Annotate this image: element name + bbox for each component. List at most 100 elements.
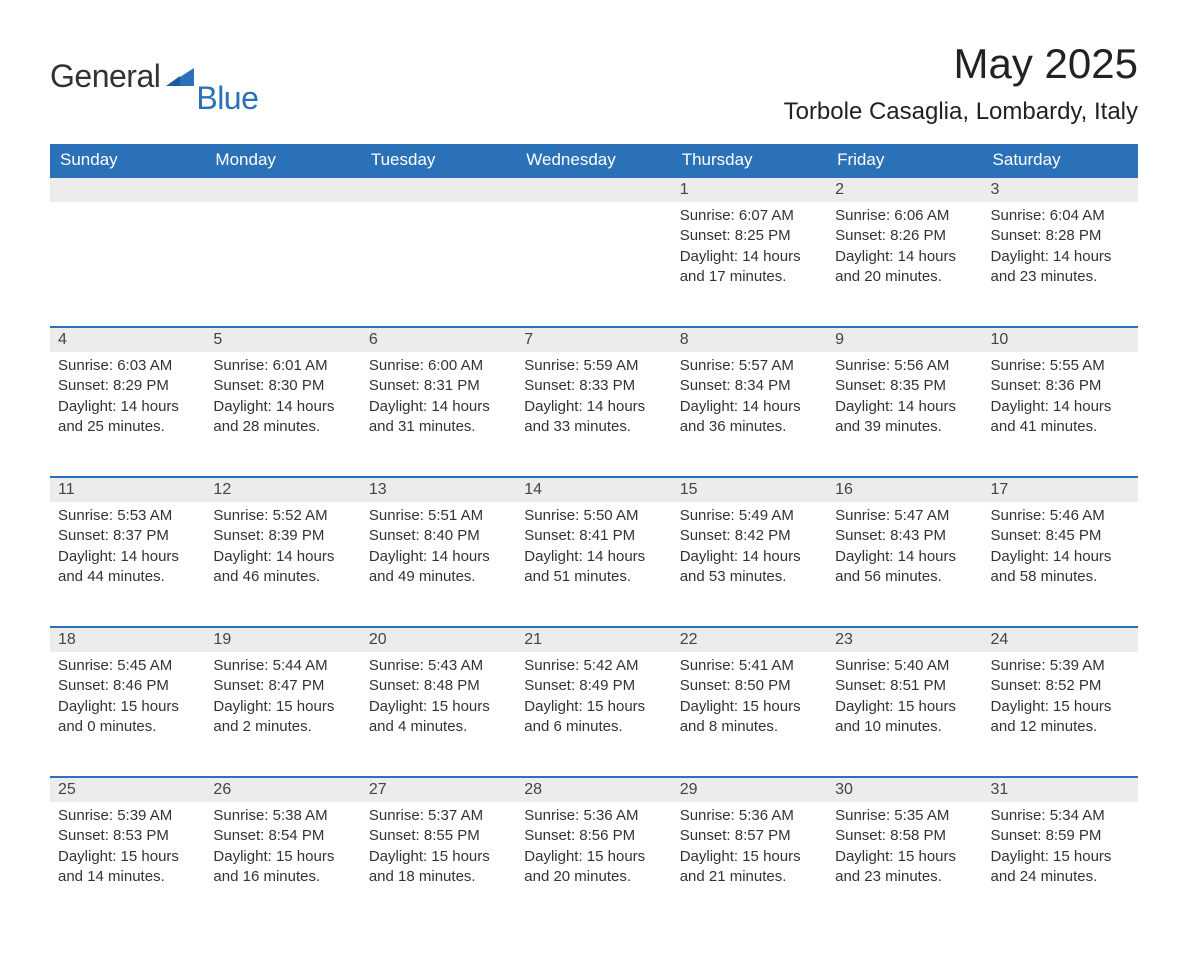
sunset-text: Sunset: 8:34 PM [680,376,819,396]
day-number: 20 [361,626,516,652]
day-number: 26 [205,776,360,802]
sunrise-text: Sunrise: 5:55 AM [991,356,1130,376]
day-details: Sunrise: 6:01 AMSunset: 8:30 PMDaylight:… [205,352,360,441]
day-details: Sunrise: 5:53 AMSunset: 8:37 PMDaylight:… [50,502,205,591]
day-cell: 11Sunrise: 5:53 AMSunset: 8:37 PMDayligh… [50,476,205,626]
day-number-bar [361,176,516,202]
day-cell [50,176,205,326]
day-cell: 16Sunrise: 5:47 AMSunset: 8:43 PMDayligh… [827,476,982,626]
daylight-text: Daylight: 14 hours and 46 minutes. [213,547,352,588]
day-cell: 3Sunrise: 6:04 AMSunset: 8:28 PMDaylight… [983,176,1138,326]
day-details: Sunrise: 6:06 AMSunset: 8:26 PMDaylight:… [827,202,982,291]
day-details: Sunrise: 5:47 AMSunset: 8:43 PMDaylight:… [827,502,982,591]
sunrise-text: Sunrise: 5:49 AM [680,506,819,526]
daylight-text: Daylight: 14 hours and 23 minutes. [991,247,1130,288]
day-number: 7 [516,326,671,352]
logo-text-blue: Blue [196,80,258,117]
sunrise-text: Sunrise: 5:46 AM [991,506,1130,526]
sunset-text: Sunset: 8:28 PM [991,226,1130,246]
daylight-text: Daylight: 15 hours and 8 minutes. [680,697,819,738]
sunset-text: Sunset: 8:45 PM [991,526,1130,546]
daylight-text: Daylight: 14 hours and 36 minutes. [680,397,819,438]
day-number: 3 [983,176,1138,202]
day-details: Sunrise: 5:36 AMSunset: 8:56 PMDaylight:… [516,802,671,891]
daylight-text: Daylight: 15 hours and 23 minutes. [835,847,974,888]
daylight-text: Daylight: 14 hours and 33 minutes. [524,397,663,438]
day-details: Sunrise: 5:51 AMSunset: 8:40 PMDaylight:… [361,502,516,591]
day-details: Sunrise: 5:41 AMSunset: 8:50 PMDaylight:… [672,652,827,741]
day-cell: 15Sunrise: 5:49 AMSunset: 8:42 PMDayligh… [672,476,827,626]
day-details: Sunrise: 5:38 AMSunset: 8:54 PMDaylight:… [205,802,360,891]
day-cell: 5Sunrise: 6:01 AMSunset: 8:30 PMDaylight… [205,326,360,476]
day-cell: 2Sunrise: 6:06 AMSunset: 8:26 PMDaylight… [827,176,982,326]
week-row: 25Sunrise: 5:39 AMSunset: 8:53 PMDayligh… [50,776,1138,926]
day-number: 16 [827,476,982,502]
sunset-text: Sunset: 8:33 PM [524,376,663,396]
day-cell: 21Sunrise: 5:42 AMSunset: 8:49 PMDayligh… [516,626,671,776]
daylight-text: Daylight: 15 hours and 16 minutes. [213,847,352,888]
day-number: 1 [672,176,827,202]
day-cell: 20Sunrise: 5:43 AMSunset: 8:48 PMDayligh… [361,626,516,776]
day-number: 8 [672,326,827,352]
day-cell: 28Sunrise: 5:36 AMSunset: 8:56 PMDayligh… [516,776,671,926]
day-header: Friday [827,144,982,176]
sunset-text: Sunset: 8:51 PM [835,676,974,696]
sunrise-text: Sunrise: 5:39 AM [58,806,197,826]
day-number-bar [50,176,205,202]
day-number: 13 [361,476,516,502]
daylight-text: Daylight: 14 hours and 44 minutes. [58,547,197,588]
sunset-text: Sunset: 8:31 PM [369,376,508,396]
sunrise-text: Sunrise: 5:36 AM [524,806,663,826]
daylight-text: Daylight: 14 hours and 31 minutes. [369,397,508,438]
day-details: Sunrise: 6:00 AMSunset: 8:31 PMDaylight:… [361,352,516,441]
day-details: Sunrise: 5:35 AMSunset: 8:58 PMDaylight:… [827,802,982,891]
location-subtitle: Torbole Casaglia, Lombardy, Italy [784,98,1138,126]
day-number: 2 [827,176,982,202]
sunrise-text: Sunrise: 6:07 AM [680,206,819,226]
sunrise-text: Sunrise: 5:56 AM [835,356,974,376]
daylight-text: Daylight: 14 hours and 51 minutes. [524,547,663,588]
day-header: Thursday [672,144,827,176]
sunrise-text: Sunrise: 5:35 AM [835,806,974,826]
sunset-text: Sunset: 8:25 PM [680,226,819,246]
day-number: 18 [50,626,205,652]
day-header: Monday [205,144,360,176]
day-header: Wednesday [516,144,671,176]
day-details: Sunrise: 5:49 AMSunset: 8:42 PMDaylight:… [672,502,827,591]
day-header: Sunday [50,144,205,176]
day-cell: 17Sunrise: 5:46 AMSunset: 8:45 PMDayligh… [983,476,1138,626]
daylight-text: Daylight: 14 hours and 58 minutes. [991,547,1130,588]
day-cell: 29Sunrise: 5:36 AMSunset: 8:57 PMDayligh… [672,776,827,926]
sunrise-text: Sunrise: 5:59 AM [524,356,663,376]
day-details: Sunrise: 6:04 AMSunset: 8:28 PMDaylight:… [983,202,1138,291]
day-cell: 9Sunrise: 5:56 AMSunset: 8:35 PMDaylight… [827,326,982,476]
sunset-text: Sunset: 8:36 PM [991,376,1130,396]
day-cell: 8 Sunrise: 5:57 AMSunset: 8:34 PMDaylight… [672,326,827,476]
day-cell: 31Sunrise: 5:34 AMSunset: 8:59 PMDayligh… [983,776,1138,926]
day-details: Sunrise: 5:56 AMSunset: 8:35 PMDaylight:… [827,352,982,441]
sunrise-text: Sunrise: 5:41 AM [680,656,819,676]
day-header: Tuesday [361,144,516,176]
sunset-text: Sunset: 8:37 PM [58,526,197,546]
sunset-text: Sunset: 8:41 PM [524,526,663,546]
day-cell: 26Sunrise: 5:38 AMSunset: 8:54 PMDayligh… [205,776,360,926]
sunrise-text: Sunrise: 6:00 AM [369,356,508,376]
sunrise-text: Sunrise: 6:04 AM [991,206,1130,226]
day-number: 10 [983,326,1138,352]
sunrise-text: Sunrise: 5:57 AM [680,356,819,376]
day-number: 6 [361,326,516,352]
sunrise-text: Sunrise: 6:01 AM [213,356,352,376]
week-row: 18Sunrise: 5:45 AMSunset: 8:46 PMDayligh… [50,626,1138,776]
day-cell: 18Sunrise: 5:45 AMSunset: 8:46 PMDayligh… [50,626,205,776]
day-cell: 19Sunrise: 5:44 AMSunset: 8:47 PMDayligh… [205,626,360,776]
week-row: 1Sunrise: 6:07 AMSunset: 8:25 PMDaylight… [50,176,1138,326]
sunrise-text: Sunrise: 5:51 AM [369,506,508,526]
sunrise-text: Sunrise: 5:50 AM [524,506,663,526]
day-details: Sunrise: 6:07 AMSunset: 8:25 PMDaylight:… [672,202,827,291]
sunrise-text: Sunrise: 5:45 AM [58,656,197,676]
daylight-text: Daylight: 15 hours and 20 minutes. [524,847,663,888]
daylight-text: Daylight: 14 hours and 28 minutes. [213,397,352,438]
daylight-text: Daylight: 14 hours and 49 minutes. [369,547,508,588]
sunset-text: Sunset: 8:54 PM [213,826,352,846]
sunset-text: Sunset: 8:35 PM [835,376,974,396]
